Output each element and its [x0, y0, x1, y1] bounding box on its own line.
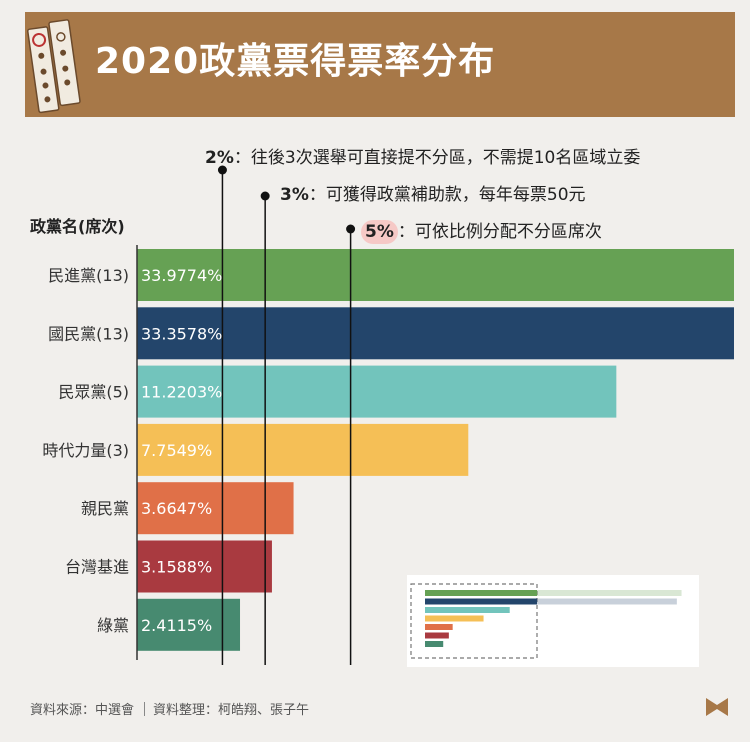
threshold-text: ：可獲得政黨補助款，每年每票50元 — [308, 185, 586, 205]
value-label: 3.1588% — [141, 558, 212, 577]
thumbnail-bar — [425, 607, 510, 613]
bar — [137, 365, 617, 418]
bar — [137, 307, 734, 360]
source-divider — [144, 702, 146, 716]
bow-tie-logo-icon — [706, 698, 728, 716]
threshold-text: ：往後3次選舉可直接提不分區，不需提10名區域立委 — [233, 148, 641, 168]
reference-dot — [217, 165, 227, 175]
header-banner: 2020政黨票得票率分布 — [25, 12, 735, 117]
thumbnail-bar — [425, 641, 444, 647]
thumbnail-bar-ghost — [425, 598, 677, 605]
source-left: 資料來源：中選會 — [30, 703, 135, 718]
source-credit: 資料來源：中選會 資料整理：柯皓翔、張子午 — [30, 699, 309, 718]
thumbnail-bar — [425, 615, 484, 622]
reference-dot — [260, 191, 270, 201]
thumbnail-bar — [425, 632, 449, 639]
thumbnail-bar — [425, 598, 537, 605]
bar — [137, 482, 294, 535]
chart-thumbnail — [407, 575, 699, 667]
category-label: 民眾黨(5) — [58, 383, 129, 402]
threshold-pct: 5% — [361, 220, 398, 244]
reference-dot — [346, 224, 356, 234]
threshold-label-5pct: 5% ：可依比例分配不分區席次 — [361, 217, 602, 244]
category-label: 綠黨 — [97, 616, 129, 635]
threshold-text: ：可依比例分配不分區席次 — [397, 222, 602, 242]
category-label: 國民黨(13) — [48, 324, 129, 343]
thumbnail-bar — [425, 590, 537, 596]
value-label: 33.9774% — [141, 266, 222, 285]
bar — [137, 423, 469, 476]
value-label: 3.6647% — [141, 499, 212, 518]
page-title: 2020政黨票得票率分布 — [95, 41, 496, 82]
category-label: 台灣基進 — [65, 558, 129, 577]
thumbnail-bar — [425, 624, 453, 630]
value-label: 7.7549% — [141, 441, 212, 460]
threshold-label-3pct: 3%：可獲得政黨補助款，每年每票50元 — [280, 180, 586, 205]
threshold-label-2pct: 2%：往後3次選舉可直接提不分區，不需提10名區域立委 — [205, 143, 640, 168]
ballot-icon — [27, 19, 81, 114]
value-label: 11.2203% — [141, 383, 222, 402]
value-label: 2.4115% — [141, 616, 212, 635]
category-label: 民進黨(13) — [48, 266, 129, 285]
bar — [137, 249, 734, 301]
thumbnail-bar-ghost — [425, 590, 682, 596]
axis-title: 政黨名(席次) — [30, 217, 125, 236]
bar — [137, 540, 272, 593]
category-label: 時代力量(3) — [42, 441, 129, 460]
category-label: 親民黨 — [81, 499, 129, 518]
thumbnail-focus-frame — [410, 583, 538, 659]
threshold-pct: 3% — [280, 185, 309, 205]
threshold-pct: 2% — [205, 148, 234, 168]
source-right: 資料整理：柯皓翔、張子午 — [153, 703, 310, 718]
value-label: 33.3578% — [141, 324, 222, 343]
